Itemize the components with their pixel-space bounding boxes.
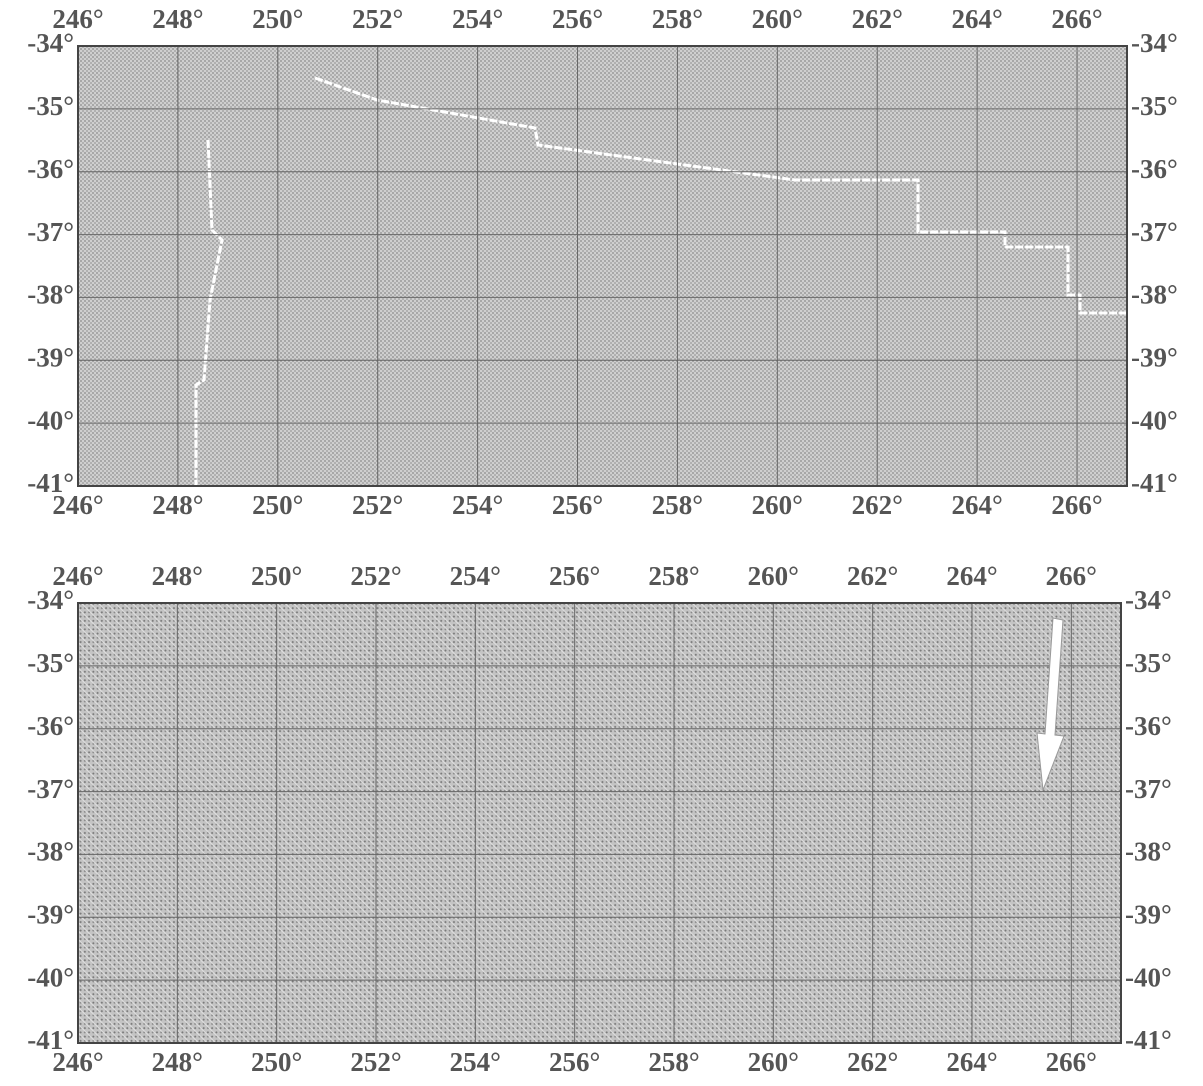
y-tick-label: -34° xyxy=(27,585,74,615)
x-tick-label: 266° xyxy=(1046,1047,1097,1077)
y-tick-label: -40° xyxy=(27,962,74,992)
y-tick-label: -40° xyxy=(1131,405,1178,435)
x-tick-label: 248° xyxy=(152,561,203,591)
x-tick-label: 254° xyxy=(452,4,503,34)
x-tick-label: 260° xyxy=(748,1047,799,1077)
y-tick-label: -35° xyxy=(1131,91,1178,121)
y-tick-label: -35° xyxy=(27,91,74,121)
y-tick-label: -39° xyxy=(1125,899,1172,929)
x-tick-label: 250° xyxy=(252,490,303,520)
x-tick-label: 254° xyxy=(450,561,501,591)
panel-top: 246°246°248°248°250°250°252°252°254°254°… xyxy=(27,4,1178,520)
y-tick-label: -34° xyxy=(27,28,74,58)
y-tick-label: -37° xyxy=(1125,774,1172,804)
x-tick-label: 248° xyxy=(152,490,203,520)
x-tick-label: 266° xyxy=(1051,490,1102,520)
y-tick-label: -34° xyxy=(1131,28,1178,58)
terrain xyxy=(78,46,1127,486)
x-tick-label: 248° xyxy=(152,1047,203,1077)
y-tick-label: -37° xyxy=(27,217,74,247)
x-tick-label: 252° xyxy=(350,561,401,591)
x-tick-label: 258° xyxy=(648,1047,699,1077)
x-tick-label: 258° xyxy=(648,561,699,591)
y-tick-label: -36° xyxy=(27,711,74,741)
x-tick-label: 256° xyxy=(552,4,603,34)
x-tick-label: 262° xyxy=(847,1047,898,1077)
y-tick-label: -37° xyxy=(1131,217,1178,247)
x-tick-label: 266° xyxy=(1051,4,1102,34)
x-tick-label: 264° xyxy=(951,4,1002,34)
y-tick-label: -38° xyxy=(1125,837,1172,867)
x-tick-label: 256° xyxy=(549,1047,600,1077)
x-tick-label: 250° xyxy=(251,1047,302,1077)
x-tick-label: 252° xyxy=(352,4,403,34)
x-tick-label: 258° xyxy=(652,490,703,520)
x-tick-label: 256° xyxy=(552,490,603,520)
y-tick-label: -40° xyxy=(1125,962,1172,992)
x-tick-label: 264° xyxy=(951,490,1002,520)
y-tick-label: -39° xyxy=(1131,342,1178,372)
x-tick-label: 252° xyxy=(350,1047,401,1077)
x-tick-label: 260° xyxy=(752,4,803,34)
y-tick-label: -37° xyxy=(27,774,74,804)
x-tick-label: 260° xyxy=(748,561,799,591)
terrain xyxy=(78,603,1121,1043)
x-tick-label: 250° xyxy=(252,4,303,34)
x-tick-label: 252° xyxy=(352,490,403,520)
y-tick-label: -41° xyxy=(1131,468,1178,498)
y-tick-label: -40° xyxy=(27,405,74,435)
y-tick-label: -35° xyxy=(1125,648,1172,678)
x-tick-label: 248° xyxy=(152,4,203,34)
x-tick-label: 262° xyxy=(847,561,898,591)
x-tick-label: 254° xyxy=(450,1047,501,1077)
x-tick-label: 264° xyxy=(946,1047,997,1077)
y-tick-label: -38° xyxy=(27,280,74,310)
y-tick-label: -41° xyxy=(27,1025,74,1055)
y-tick-label: -41° xyxy=(1125,1025,1172,1055)
y-tick-label: -38° xyxy=(27,837,74,867)
y-tick-label: -36° xyxy=(1125,711,1172,741)
y-tick-label: -36° xyxy=(1131,154,1178,184)
y-tick-label: -41° xyxy=(27,468,74,498)
x-tick-label: 264° xyxy=(946,561,997,591)
x-tick-label: 258° xyxy=(652,4,703,34)
x-tick-label: 262° xyxy=(852,490,903,520)
x-tick-label: 250° xyxy=(251,561,302,591)
y-tick-label: -39° xyxy=(27,899,74,929)
x-tick-label: 254° xyxy=(452,490,503,520)
figure: 246°246°248°248°250°250°252°252°254°254°… xyxy=(0,0,1203,1086)
y-tick-label: -34° xyxy=(1125,585,1172,615)
x-tick-label: 256° xyxy=(549,561,600,591)
y-tick-label: -35° xyxy=(27,648,74,678)
x-tick-label: 266° xyxy=(1046,561,1097,591)
y-tick-label: -36° xyxy=(27,154,74,184)
x-tick-label: 260° xyxy=(752,490,803,520)
y-tick-label: -39° xyxy=(27,342,74,372)
x-tick-label: 262° xyxy=(852,4,903,34)
y-tick-label: -38° xyxy=(1131,280,1178,310)
panel-bottom: 246°246°248°248°250°250°252°252°254°254°… xyxy=(27,561,1172,1077)
